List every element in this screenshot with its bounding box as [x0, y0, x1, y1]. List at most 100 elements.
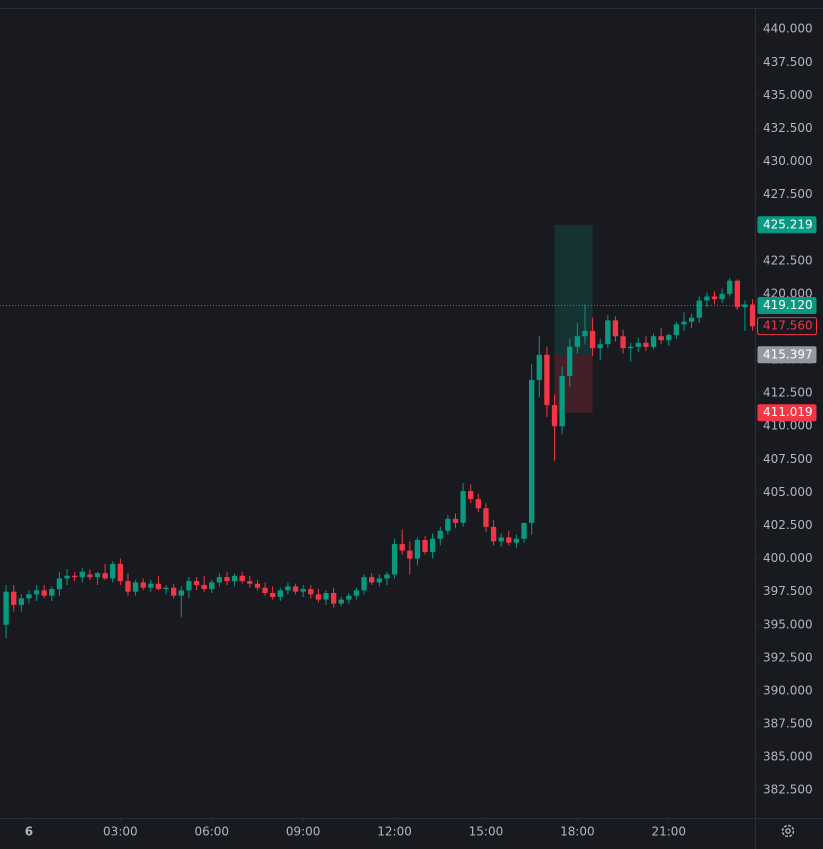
- candle-body: [696, 300, 702, 318]
- candle-body: [277, 590, 283, 597]
- candle-body: [224, 577, 230, 582]
- candle-body: [171, 587, 177, 596]
- candle-body: [742, 304, 748, 308]
- candle-body: [285, 586, 291, 591]
- price-label-box: [757, 404, 817, 422]
- y-tick-label: 437.500: [763, 55, 813, 69]
- y-tick-label: 387.500: [763, 717, 813, 731]
- x-tick-label: 03:00: [103, 825, 138, 839]
- price-label-box: [757, 297, 817, 315]
- price-label: 415.397: [763, 347, 813, 361]
- candle-body: [673, 324, 680, 335]
- plot-area: [0, 224, 755, 638]
- price-label-box: [757, 317, 817, 336]
- candle-body: [628, 346, 634, 349]
- candle-body: [300, 589, 306, 592]
- candle-body: [521, 522, 527, 539]
- candle-body: [468, 491, 474, 500]
- candle-body: [110, 563, 116, 579]
- candle-body: [87, 574, 93, 578]
- candle-body: [41, 590, 47, 596]
- y-tick-label: 422.500: [763, 253, 813, 267]
- candle-body: [658, 336, 664, 341]
- price-label: 417.560: [763, 319, 813, 333]
- candle-body: [475, 499, 482, 509]
- candle-body: [567, 346, 573, 376]
- candle-body: [163, 587, 169, 590]
- candle-body: [102, 573, 108, 579]
- candle-body: [711, 296, 718, 300]
- candle-body: [574, 336, 581, 347]
- candle-body: [414, 540, 421, 559]
- candle-body: [308, 589, 314, 595]
- candle-body: [749, 304, 755, 327]
- candle-body: [292, 586, 299, 592]
- candle-body: [155, 583, 162, 590]
- candle-body: [33, 590, 40, 595]
- x-tick-label: 06:00: [194, 825, 229, 839]
- y-tick-label: 400.000: [763, 551, 813, 565]
- candle-body: [26, 594, 32, 599]
- candle-body: [140, 582, 146, 588]
- candle-body: [384, 574, 390, 579]
- y-tick-label: 407.500: [763, 452, 813, 466]
- candle-body: [544, 354, 550, 406]
- candle-body: [597, 344, 603, 349]
- price-label-box: [757, 346, 817, 364]
- y-tick-label: 390.000: [763, 683, 813, 697]
- candle-body: [247, 581, 253, 584]
- settings-button[interactable]: [781, 824, 795, 838]
- candle-body: [209, 582, 215, 590]
- price-label: 419.120: [763, 298, 813, 312]
- candle-body: [56, 578, 63, 590]
- candle-body: [399, 544, 405, 551]
- y-tick-label: 430.000: [763, 154, 813, 168]
- price-label-box: [757, 216, 817, 234]
- y-tick-label: 440.000: [763, 22, 813, 36]
- y-tick-label: 395.000: [763, 617, 813, 631]
- candle-body: [186, 581, 192, 591]
- candle-body: [323, 593, 329, 600]
- price-label: 411.019: [763, 405, 813, 419]
- candle-body: [666, 334, 672, 341]
- candle-body: [506, 537, 512, 543]
- x-tick-label: 09:00: [286, 825, 321, 839]
- candle-body: [132, 582, 139, 592]
- candle-body: [529, 379, 535, 523]
- candle-body: [620, 336, 626, 349]
- candle-body: [445, 518, 451, 531]
- candle-body: [536, 354, 542, 380]
- candle-body: [452, 518, 459, 523]
- candle-body: [460, 491, 466, 523]
- candle-body: [422, 540, 428, 552]
- candle-body: [231, 575, 238, 582]
- candle-body: [498, 537, 504, 542]
- candle-body: [483, 508, 489, 527]
- candle-body: [391, 544, 398, 575]
- y-tick-label: 382.500: [763, 783, 813, 797]
- candle-body: [94, 573, 101, 578]
- candle-body: [635, 342, 641, 347]
- candle-body: [589, 330, 596, 349]
- candle-body: [734, 280, 740, 308]
- candle-body: [239, 575, 245, 582]
- candle-body: [361, 577, 367, 591]
- candle-body: [262, 587, 268, 593]
- y-tick-label: 432.500: [763, 121, 813, 135]
- candle-body: [346, 595, 352, 600]
- candle-body: [429, 538, 436, 552]
- candle-body: [582, 330, 588, 337]
- candle-body: [437, 530, 443, 539]
- candle-body: [330, 593, 337, 604]
- y-tick-label: 402.500: [763, 518, 813, 532]
- candle-body: [148, 583, 154, 588]
- candle-body: [11, 591, 17, 605]
- gear-inner: [785, 828, 791, 834]
- y-tick-label: 420.000: [763, 286, 813, 300]
- candle-body: [216, 577, 223, 583]
- candle-body: [79, 571, 85, 578]
- candle-body: [254, 583, 261, 588]
- x-tick-label: 21:00: [651, 825, 686, 839]
